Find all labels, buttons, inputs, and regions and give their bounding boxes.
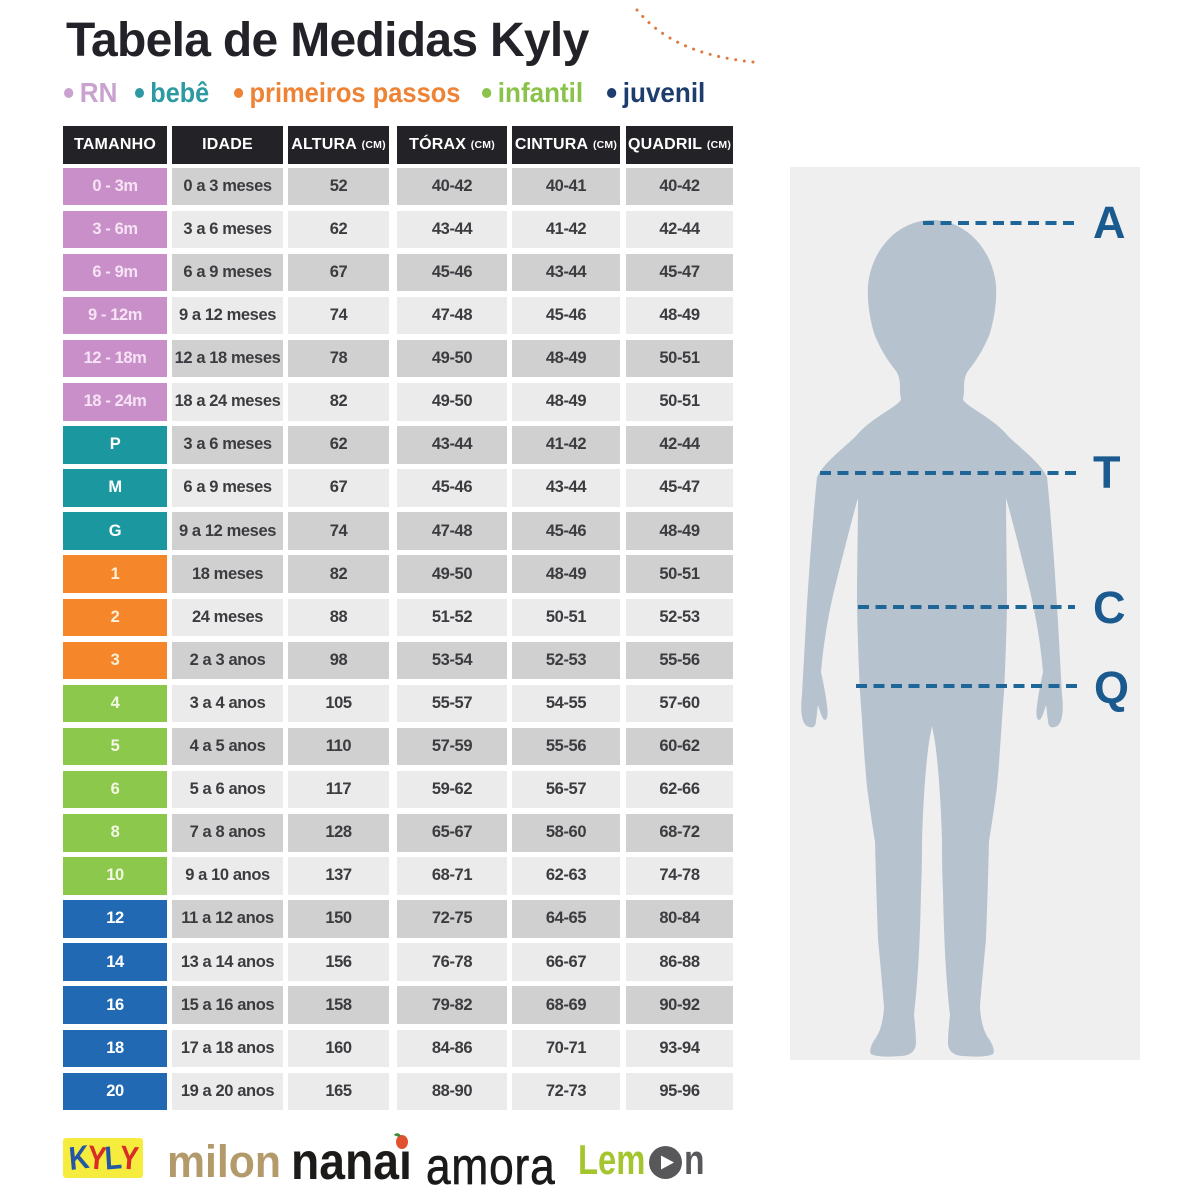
- svg-text:C: C: [1093, 582, 1126, 633]
- svg-text:A: A: [1093, 197, 1126, 248]
- svg-text:Q: Q: [1094, 662, 1129, 713]
- svg-text:T: T: [1093, 447, 1121, 498]
